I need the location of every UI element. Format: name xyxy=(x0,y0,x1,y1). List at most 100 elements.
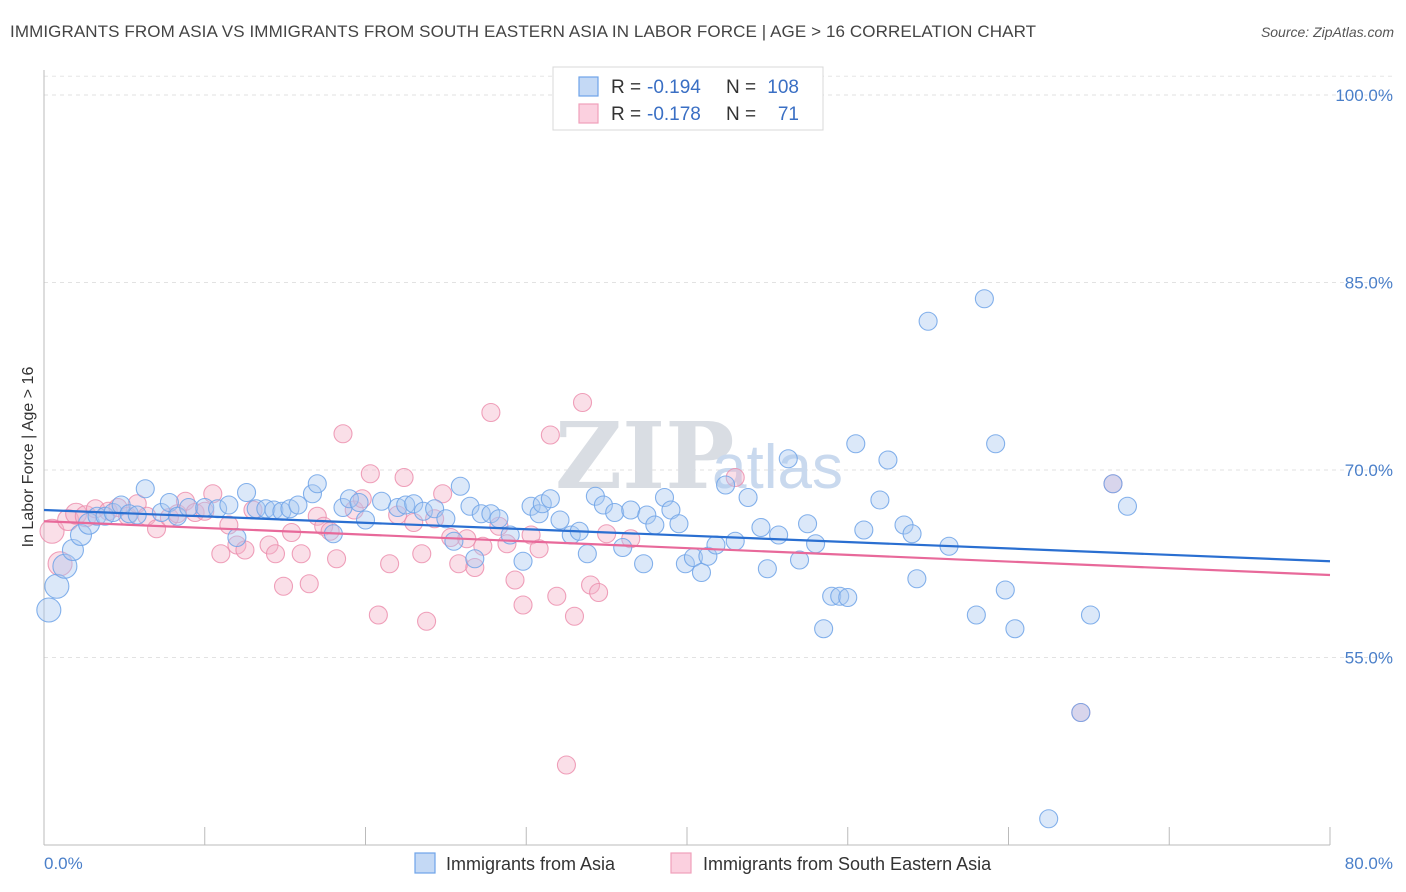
y-tick-label: 85.0% xyxy=(1345,274,1393,293)
x-tick-label-min: 0.0% xyxy=(44,854,83,873)
point-asia xyxy=(918,311,938,331)
point-asia xyxy=(227,527,247,548)
chart-title: IMMIGRANTS FROM ASIA VS IMMIGRANTS FROM … xyxy=(10,22,1037,41)
point-southeast-asia xyxy=(417,611,437,631)
x-tick-label-max: 80.0% xyxy=(1345,854,1393,873)
point-asia xyxy=(706,535,726,555)
point-asia xyxy=(1071,702,1091,723)
point-asia xyxy=(878,450,898,470)
point-asia xyxy=(135,479,155,499)
point-asia xyxy=(404,494,424,514)
point-asia xyxy=(846,434,866,454)
point-asia xyxy=(902,524,922,544)
point-asia xyxy=(974,289,994,309)
point-asia xyxy=(691,562,712,583)
point-asia xyxy=(986,434,1006,454)
point-asia xyxy=(621,500,641,520)
point-southeast-asia xyxy=(394,467,414,488)
point-asia xyxy=(769,525,789,545)
point-southeast-asia xyxy=(412,544,432,564)
point-asia xyxy=(413,501,433,521)
point-southeast-asia xyxy=(211,544,231,564)
bottom-legend-label-asia: Immigrants from Asia xyxy=(446,854,616,874)
point-asia xyxy=(838,587,858,608)
point-southeast-asia xyxy=(273,576,294,596)
point-southeast-asia xyxy=(360,464,380,484)
point-asia xyxy=(1117,496,1138,516)
point-southeast-asia xyxy=(547,586,567,606)
point-asia xyxy=(613,537,633,558)
point-asia xyxy=(654,487,675,508)
point-asia xyxy=(593,495,613,515)
point-asia xyxy=(540,489,560,509)
legend-n-value-1: 108 xyxy=(767,77,799,98)
point-asia xyxy=(339,489,359,509)
point-asia xyxy=(471,504,491,524)
point-asia xyxy=(778,449,798,469)
point-asia xyxy=(302,484,323,504)
point-asia xyxy=(513,551,533,571)
gridlines xyxy=(44,75,1393,658)
point-asia xyxy=(669,514,689,534)
point-asia xyxy=(854,520,874,540)
point-southeast-asia xyxy=(433,484,453,504)
y-tick-label: 70.0% xyxy=(1345,461,1393,480)
point-asia xyxy=(372,491,392,511)
point-southeast-asia xyxy=(333,424,353,444)
bottom-legend: Immigrants from Asia Immigrants from Sou… xyxy=(414,852,992,874)
trend-lines xyxy=(43,508,1331,577)
bottom-legend-swatch-pink xyxy=(670,852,692,874)
point-asia xyxy=(550,510,570,530)
point-asia xyxy=(822,586,842,606)
point-asia xyxy=(738,487,758,508)
legend-n-value-2: 71 xyxy=(778,104,799,125)
legend-r-value-1: -0.194 xyxy=(647,77,701,98)
legend-r-value-2: -0.178 xyxy=(647,104,701,125)
point-asia xyxy=(830,586,850,606)
point-asia xyxy=(645,515,665,535)
point-asia xyxy=(577,544,597,564)
point-asia xyxy=(355,510,376,530)
x-axis-ticks xyxy=(43,827,1331,845)
point-asia xyxy=(870,490,890,510)
point-southeast-asia xyxy=(449,554,469,574)
trendline-southeast-asia xyxy=(43,520,1331,577)
point-asia xyxy=(436,509,456,529)
point-southeast-asia xyxy=(589,582,609,603)
point-asia xyxy=(637,505,657,525)
point-southeast-asia xyxy=(368,605,388,625)
point-asia xyxy=(388,497,408,518)
point-asia xyxy=(44,573,70,599)
legend-n-label-1: N = xyxy=(726,77,756,98)
watermark-zip: ZIP xyxy=(555,402,734,510)
point-asia xyxy=(450,476,470,496)
point-asia xyxy=(307,474,327,494)
point-asia xyxy=(634,554,654,574)
y-tick-label: 100.0% xyxy=(1335,86,1393,105)
point-southeast-asia xyxy=(564,606,585,626)
point-southeast-asia xyxy=(39,518,65,544)
point-asia xyxy=(698,546,718,566)
point-asia xyxy=(907,569,927,589)
point-asia xyxy=(605,502,625,523)
point-asia xyxy=(995,580,1015,600)
watermark-atlas: atlas xyxy=(712,433,843,502)
y-tick-label: 55.0% xyxy=(1345,649,1393,668)
point-southeast-asia xyxy=(327,549,347,569)
point-southeast-asia xyxy=(505,570,525,590)
y-axis-tick-labels: 55.0% 70.0% 85.0% 100.0% xyxy=(1335,86,1393,668)
point-asia xyxy=(69,523,93,547)
point-asia xyxy=(1080,605,1101,625)
y-axis-label: In Labor Force | Age > 16 xyxy=(20,367,37,548)
point-southeast-asia xyxy=(580,575,601,595)
point-asia xyxy=(219,495,239,515)
legend-box: R = -0.194 N = 108 R = -0.178 N = 71 xyxy=(552,66,824,131)
point-southeast-asia xyxy=(572,392,593,413)
point-southeast-asia xyxy=(556,755,576,775)
point-southeast-asia xyxy=(425,509,445,529)
point-asia xyxy=(757,559,777,579)
point-asia xyxy=(489,509,509,529)
legend-swatch-pink xyxy=(578,103,599,124)
point-asia xyxy=(444,531,464,551)
point-southeast-asia xyxy=(265,544,286,564)
